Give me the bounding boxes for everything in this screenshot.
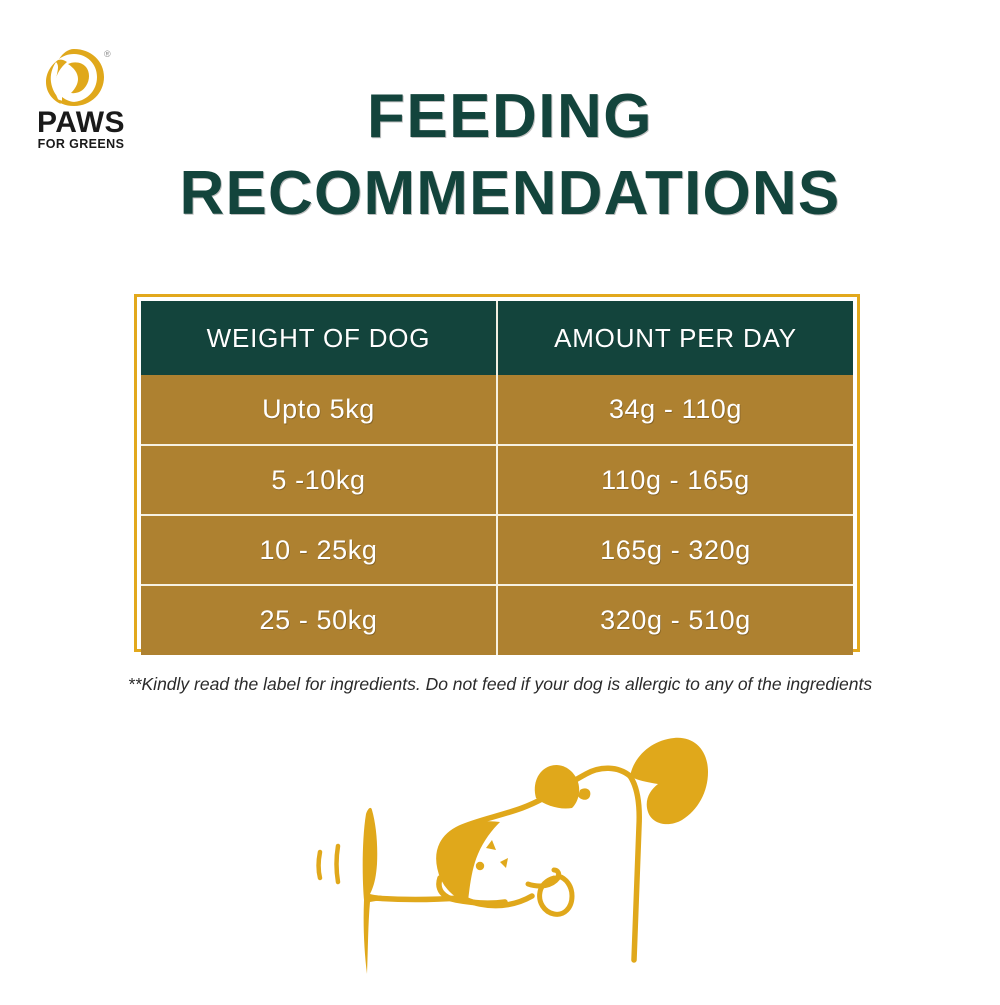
table-row: 25 - 50kg 320g - 510g bbox=[141, 584, 853, 655]
brand-wordmark-primary: PAWS bbox=[36, 106, 126, 139]
feeding-recommendations-table: WEIGHT OF DOG AMOUNT PER DAY Upto 5kg 34… bbox=[141, 301, 853, 655]
table-row: 10 - 25kg 165g - 320g bbox=[141, 514, 853, 585]
dog-tail bbox=[362, 807, 404, 974]
table-row: Upto 5kg 34g - 110g bbox=[141, 375, 853, 445]
table-body: Upto 5kg 34g - 110g 5 -10kg 110g - 165g … bbox=[141, 375, 853, 655]
registered-trademark-icon: ® bbox=[104, 49, 111, 59]
ingredients-disclaimer: **Kindly read the label for ingredients.… bbox=[127, 674, 873, 694]
dog-ear-near bbox=[534, 764, 580, 809]
cell-amount: 320g - 510g bbox=[497, 584, 853, 655]
cell-amount: 34g - 110g bbox=[497, 375, 853, 445]
feeding-table-frame: WEIGHT OF DOG AMOUNT PER DAY Upto 5kg 34… bbox=[134, 294, 860, 655]
table-row: 5 -10kg 110g - 165g bbox=[141, 444, 853, 515]
tail-motion-lines bbox=[316, 843, 341, 885]
table-header-row: WEIGHT OF DOG AMOUNT PER DAY bbox=[141, 301, 853, 375]
page-title-line-1: FEEDING bbox=[366, 82, 654, 151]
page-title-line-2: RECOMMENDATIONS bbox=[179, 158, 841, 228]
page-title: FEEDING RECOMMENDATIONS bbox=[120, 82, 900, 228]
cell-weight: 5 -10kg bbox=[141, 444, 498, 515]
cell-weight: Upto 5kg bbox=[141, 375, 498, 445]
cell-amount: 110g - 165g bbox=[497, 444, 853, 515]
cell-weight: 25 - 50kg bbox=[141, 584, 498, 655]
dog-ear-far bbox=[630, 737, 708, 825]
column-header-weight-of-dog: WEIGHT OF DOG bbox=[141, 301, 498, 375]
dog-face-freckles bbox=[475, 783, 591, 871]
cell-weight: 10 - 25kg bbox=[141, 514, 498, 585]
table-header: WEIGHT OF DOG AMOUNT PER DAY bbox=[141, 301, 853, 375]
cell-amount: 165g - 320g bbox=[497, 514, 853, 585]
column-header-amount-per-day: AMOUNT PER DAY bbox=[497, 301, 853, 375]
brand-wordmark-secondary: FOR GREENS bbox=[37, 137, 125, 151]
dog-head-profile-icon bbox=[300, 728, 710, 1000]
paws-for-greens-logo-icon bbox=[34, 48, 106, 110]
dog-tongue bbox=[525, 867, 575, 917]
dog-muzzle-patch bbox=[438, 821, 500, 901]
brand-logo: ® PAWS FOR GREENS bbox=[26, 48, 146, 158]
